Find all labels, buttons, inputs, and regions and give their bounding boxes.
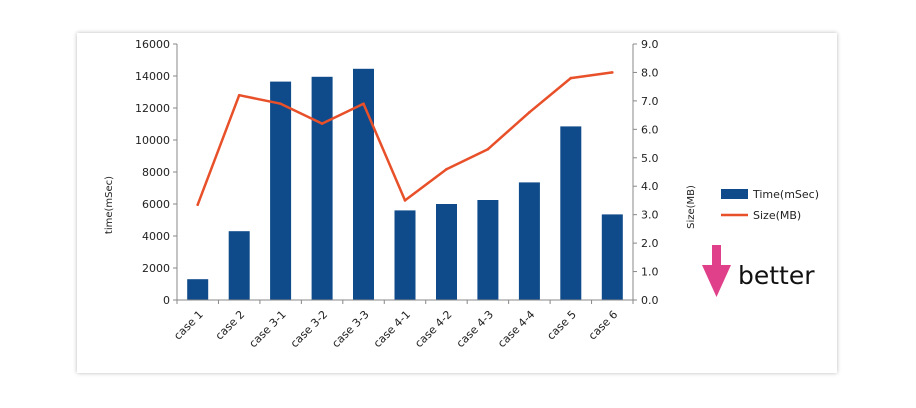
bar-9 bbox=[518, 182, 540, 300]
y2-tick-label: 8.0 bbox=[641, 66, 659, 79]
down-arrow-icon bbox=[702, 245, 731, 297]
bar-2 bbox=[228, 231, 250, 300]
better-annotation: better bbox=[702, 245, 815, 297]
line-point-3 bbox=[279, 102, 282, 105]
bar-8 bbox=[477, 200, 499, 300]
line-point-5 bbox=[362, 102, 365, 105]
line-point-8 bbox=[486, 147, 490, 151]
legend-label-time: Time(mSec) bbox=[752, 188, 819, 201]
left-tick-labels: 0 2000 4000 6000 8000 10000 12000 14000 16000 bbox=[135, 38, 177, 307]
line-point-7 bbox=[445, 167, 448, 171]
bar-3 bbox=[270, 81, 292, 300]
y-tick-label: 16000 bbox=[135, 38, 170, 51]
x-tick-label: case 3-1 bbox=[247, 308, 289, 350]
y2-tick-label: 6.0 bbox=[641, 123, 659, 136]
x-tick-label: case 4-2 bbox=[412, 308, 454, 350]
x-tick-label: case 3-2 bbox=[288, 308, 330, 350]
y-tick-label: 8000 bbox=[142, 166, 170, 179]
legend-swatch-time bbox=[721, 189, 748, 199]
y2-tick-label: 3.0 bbox=[641, 209, 659, 222]
y-tick-label: 0 bbox=[163, 294, 170, 307]
line-point-11 bbox=[611, 71, 614, 74]
y2-tick-label: 7.0 bbox=[641, 95, 659, 108]
size-line bbox=[196, 71, 613, 206]
y2-tick-label: 0.0 bbox=[641, 294, 659, 307]
line-point-9 bbox=[528, 111, 531, 114]
y-tick-label: 6000 bbox=[142, 198, 170, 211]
line-point-1 bbox=[196, 203, 199, 206]
x-tick-label: case 4-3 bbox=[454, 308, 496, 350]
chart-frame bbox=[77, 33, 837, 373]
x-tick-label: case 4-4 bbox=[495, 308, 537, 350]
better-label: better bbox=[738, 261, 815, 290]
y2-tick-label: 1.0 bbox=[641, 266, 659, 279]
line-point-2 bbox=[237, 93, 241, 97]
line-point-4 bbox=[320, 122, 324, 125]
bar-6 bbox=[394, 210, 416, 300]
y-axis-title: time(mSec) bbox=[104, 176, 115, 234]
x-tick-label: case 1 bbox=[171, 308, 206, 343]
bar-series bbox=[187, 68, 623, 301]
y2-tick-label: 2.0 bbox=[641, 237, 659, 250]
y-tick-label: 2000 bbox=[142, 262, 170, 275]
line-point-6 bbox=[403, 199, 407, 202]
line-series bbox=[196, 71, 614, 206]
y-tick-label: 14000 bbox=[135, 70, 170, 83]
bar-5 bbox=[353, 68, 374, 300]
legend: Time(mSec) Size(MB) bbox=[721, 188, 819, 222]
y2-tick-label: 4.0 bbox=[641, 180, 659, 193]
y2-tick-label: 9.0 bbox=[641, 38, 659, 51]
category-tick-labels: case 1 case 2 case 3-1 case 3-2 case 3-3 case… bbox=[171, 300, 634, 350]
bar-10 bbox=[560, 126, 582, 301]
y-tick-label: 10000 bbox=[135, 134, 170, 147]
x-tick-label: case 6 bbox=[586, 308, 621, 343]
line-point-10 bbox=[569, 76, 573, 80]
bar-1 bbox=[187, 279, 209, 300]
x-tick-label: case 2 bbox=[213, 308, 248, 343]
y2-axis-title: Size(MB) bbox=[686, 185, 697, 229]
x-tick-label: case 3-3 bbox=[329, 308, 371, 350]
legend-label-size: Size(MB) bbox=[753, 209, 801, 222]
x-tick-label: case 5 bbox=[544, 308, 579, 343]
bar-7 bbox=[436, 204, 457, 300]
x-tick-label: case 4-1 bbox=[371, 308, 413, 350]
bar-11 bbox=[601, 214, 623, 300]
y2-tick-label: 5.0 bbox=[641, 152, 659, 165]
y-tick-label: 4000 bbox=[142, 230, 170, 243]
bar-4 bbox=[311, 76, 333, 300]
y-tick-label: 12000 bbox=[135, 102, 170, 115]
right-tick-labels: 0.0 1.0 2.0 3.0 4.0 5.0 6.0 7.0 8.0 9.0 bbox=[633, 38, 659, 307]
